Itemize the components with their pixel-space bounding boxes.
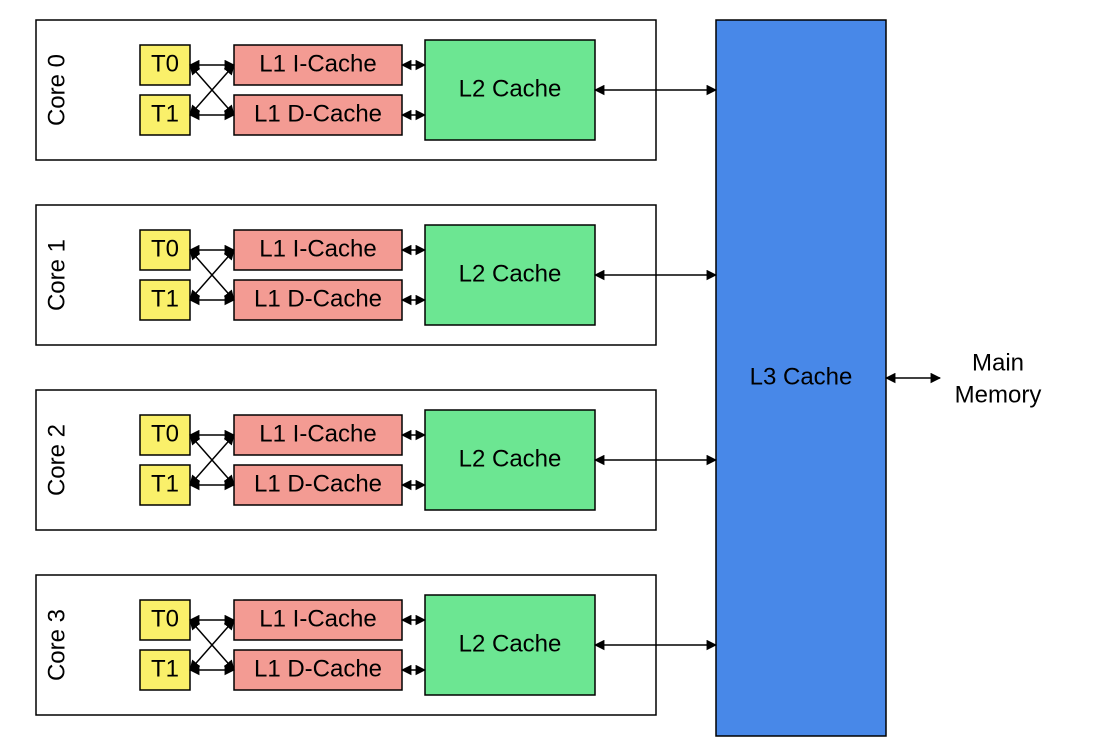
cache-hierarchy-diagram: Core 0T0T1L1 I-CacheL1 D-CacheL2 CacheCo…	[0, 0, 1120, 756]
thread-t0-label: T0	[151, 605, 179, 632]
thread-t0-label: T0	[151, 235, 179, 262]
core-label: Core 1	[43, 239, 70, 311]
l1-i-cache-label: L1 I-Cache	[259, 235, 376, 262]
core-label: Core 3	[43, 609, 70, 681]
core-1: Core 1 T0 T1 L1 I-Cache L1 D-Cache L2 Cache	[36, 205, 656, 345]
core-label: Core 0	[43, 54, 70, 126]
l1-i-cache-label: L1 I-Cache	[259, 50, 376, 77]
thread-t1-label: T1	[151, 285, 179, 312]
l1-i-cache-label: L1 I-Cache	[259, 420, 376, 447]
l1-d-cache-label: L1 D-Cache	[254, 100, 382, 127]
thread-t1-label: T1	[151, 100, 179, 127]
core-0: Core 0 T0 T1 L1 I-Cache L1 D-Cache L2 Cache	[36, 20, 656, 160]
l2-cache-label: L2 Cache	[459, 260, 562, 287]
l1-d-cache-label: L1 D-Cache	[254, 285, 382, 312]
l2-cache-label: L2 Cache	[459, 445, 562, 472]
l1-i-cache-label: L1 I-Cache	[259, 605, 376, 632]
l1-d-cache-label: L1 D-Cache	[254, 655, 382, 682]
core-3: Core 3 T0 T1 L1 I-Cache L1 D-Cache L2 Cache	[36, 575, 656, 715]
core-2: Core 2 T0 T1 L1 I-Cache L1 D-Cache L2 Cache	[36, 390, 656, 530]
thread-t1-label: T1	[151, 655, 179, 682]
l2-cache-label: L2 Cache	[459, 630, 562, 657]
main-memory-label-1: Main	[972, 349, 1024, 376]
thread-t0-label: T0	[151, 50, 179, 77]
l2-cache-label: L2 Cache	[459, 75, 562, 102]
l3-cache-label: L3 Cache	[750, 363, 853, 390]
core-label: Core 2	[43, 424, 70, 496]
thread-t1-label: T1	[151, 470, 179, 497]
main-memory-label-2: Memory	[955, 381, 1042, 408]
l1-d-cache-label: L1 D-Cache	[254, 470, 382, 497]
thread-t0-label: T0	[151, 420, 179, 447]
